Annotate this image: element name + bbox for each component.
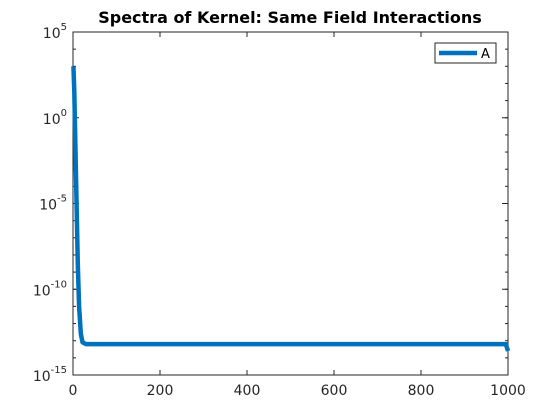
x-tick-label: 800 <box>408 383 435 399</box>
y-tick-base: 10 <box>43 112 61 128</box>
y-tick-base: 10 <box>43 26 61 42</box>
chart-title: Spectra of Kernel: Same Field Interactio… <box>98 8 482 27</box>
series-line-A <box>71 66 511 352</box>
y-tick-base: 10 <box>33 283 51 299</box>
x-tick-label: 0 <box>69 383 78 399</box>
x-tick-label: 200 <box>147 383 174 399</box>
y-tick-label: 10-5 <box>39 194 67 214</box>
y-tick-label: 100 <box>43 108 67 128</box>
y-tick-exponent: -10 <box>51 279 67 290</box>
y-tick-base: 10 <box>39 198 57 214</box>
x-tick-label: 400 <box>234 383 261 399</box>
legend: A <box>434 42 497 64</box>
series-layer <box>71 66 511 352</box>
x-tick-label: 1000 <box>490 383 526 399</box>
legend-label: A <box>481 47 490 62</box>
y-tick-label: 10-10 <box>33 279 67 299</box>
y-tick-base: 10 <box>33 369 51 385</box>
y-tick-label: 105 <box>43 22 67 42</box>
y-tick-exponent: -5 <box>57 194 67 205</box>
x-axis: 0 200 400 600 800 1000 <box>69 32 526 399</box>
y-tick-exponent: 5 <box>61 22 67 33</box>
y-tick-exponent: 0 <box>61 108 67 119</box>
plot-area <box>72 31 509 376</box>
plot-frame <box>72 31 509 376</box>
y-tick-exponent: -15 <box>51 365 67 376</box>
x-tick-label: 600 <box>321 383 348 399</box>
y-tick-label: 10-15 <box>33 365 67 385</box>
